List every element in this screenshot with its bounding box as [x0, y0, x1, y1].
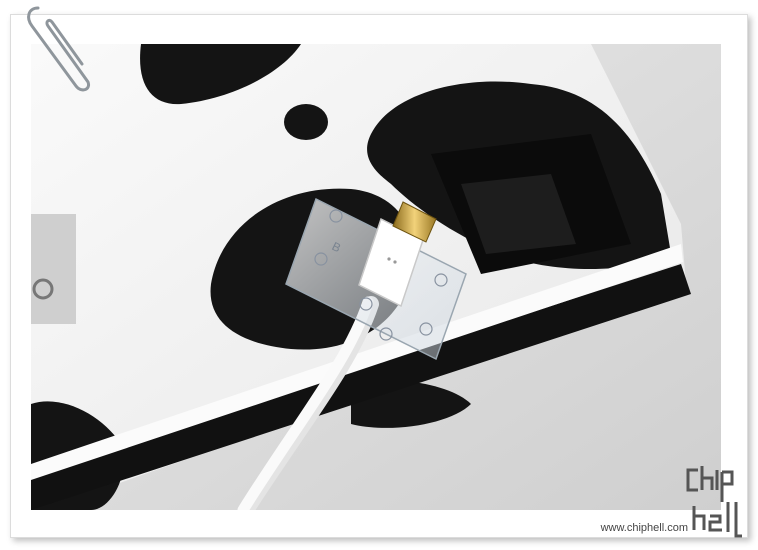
housing-dot [387, 257, 391, 261]
paperclip-icon [27, 6, 91, 92]
cow-spot [284, 104, 328, 140]
box-rim [31, 244, 683, 480]
box-edge [31, 264, 691, 510]
watermark-url: www.chiphell.com [600, 522, 688, 534]
product-photo: B [31, 44, 721, 510]
cow-spot [140, 44, 301, 105]
box-recess-inner [461, 174, 576, 254]
micro-usb-plug [392, 201, 437, 243]
photo-illustration: B [31, 44, 721, 510]
usb-cable [237, 296, 374, 510]
box-label-circle [32, 278, 54, 300]
box-label [31, 214, 76, 324]
chiphell-logo-icon [686, 466, 742, 538]
housing-dot [393, 260, 397, 264]
holder-dots [314, 209, 448, 341]
